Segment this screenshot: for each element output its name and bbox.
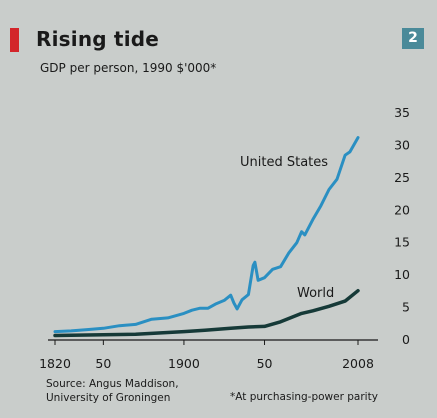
accent-bar xyxy=(10,28,19,52)
y-tick-label: 10 xyxy=(394,267,410,282)
x-tick-label: 1820 xyxy=(39,356,71,371)
source-line-2: University of Groningen xyxy=(46,392,171,404)
chart-title: Rising tide xyxy=(36,27,160,51)
x-tick-label: 50 xyxy=(95,356,111,371)
y-tick-label: 5 xyxy=(402,300,410,315)
series-line-world xyxy=(53,288,360,338)
series-label-world: World xyxy=(297,286,334,301)
series-label-united-states: United States xyxy=(240,155,328,170)
source-note: Source: Angus Maddison, University of Gr… xyxy=(46,377,179,405)
y-tick-label: 30 xyxy=(394,137,410,152)
footnote: *At purchasing-power parity xyxy=(230,391,378,403)
y-tick-label: 15 xyxy=(394,235,410,250)
x-tick-label: 50 xyxy=(257,356,273,371)
y-tick-label: 20 xyxy=(394,202,410,217)
chart-number-badge: 2 xyxy=(402,28,424,49)
x-tick-label: 2008 xyxy=(342,356,374,371)
y-tick-label: 0 xyxy=(402,332,410,347)
chart-subtitle: GDP per person, 1990 $'000* xyxy=(40,61,217,75)
y-tick-label: 25 xyxy=(394,170,410,185)
y-tick-label: 35 xyxy=(394,105,410,120)
series-line-united-states xyxy=(53,136,360,334)
source-line-1: Source: Angus Maddison, xyxy=(46,378,179,390)
x-tick-label: 1900 xyxy=(168,356,200,371)
